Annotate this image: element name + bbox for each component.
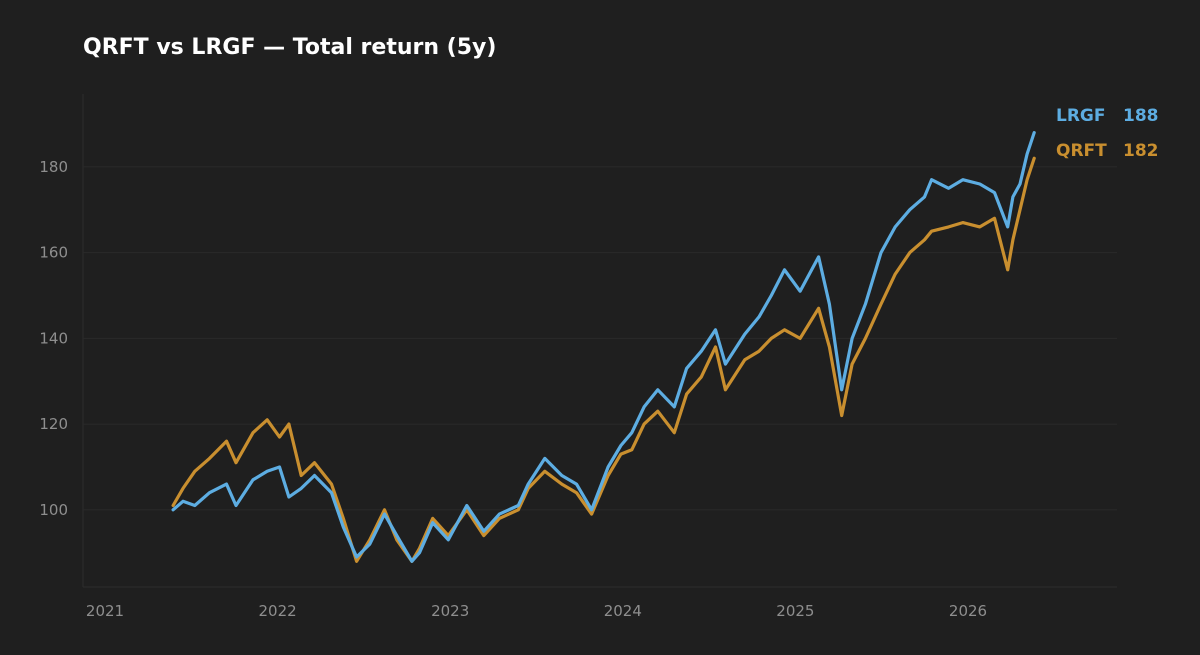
- y-tick-label-100: 100: [39, 501, 68, 519]
- x-axis-ticks: 2021 2022 2023 2024 2025 2026: [86, 602, 987, 620]
- end-label-value-qrft: 182: [1123, 141, 1159, 161]
- x-tick-label-2022: 2022: [259, 602, 297, 620]
- y-tick-label-160: 160: [39, 244, 68, 262]
- chart-title: QRFT vs LRGF — Total return (5y): [83, 35, 496, 60]
- y-axis-ticks: 100 120 140 160 180: [39, 158, 68, 519]
- end-label-name-lrgf: LRGF: [1056, 106, 1106, 126]
- x-tick-label-2024: 2024: [604, 602, 642, 620]
- end-label-name-qrft: QRFT: [1056, 141, 1107, 161]
- x-tick-label-2026: 2026: [949, 602, 987, 620]
- end-label-value-lrgf: 188: [1123, 106, 1159, 126]
- gridlines: [83, 166, 1117, 511]
- series-line-qrft: [171, 156, 1036, 563]
- series-lines: [171, 131, 1036, 563]
- x-tick-label-2021: 2021: [86, 602, 124, 620]
- y-tick-label-180: 180: [39, 158, 68, 176]
- x-tick-label-2025: 2025: [776, 602, 814, 620]
- series-line-lrgf: [171, 131, 1036, 563]
- y-tick-label-140: 140: [39, 329, 68, 347]
- x-tick-label-2023: 2023: [431, 602, 469, 620]
- y-tick-label-120: 120: [39, 415, 68, 433]
- end-labels: LRGF 188 QRFT 182: [1056, 106, 1159, 161]
